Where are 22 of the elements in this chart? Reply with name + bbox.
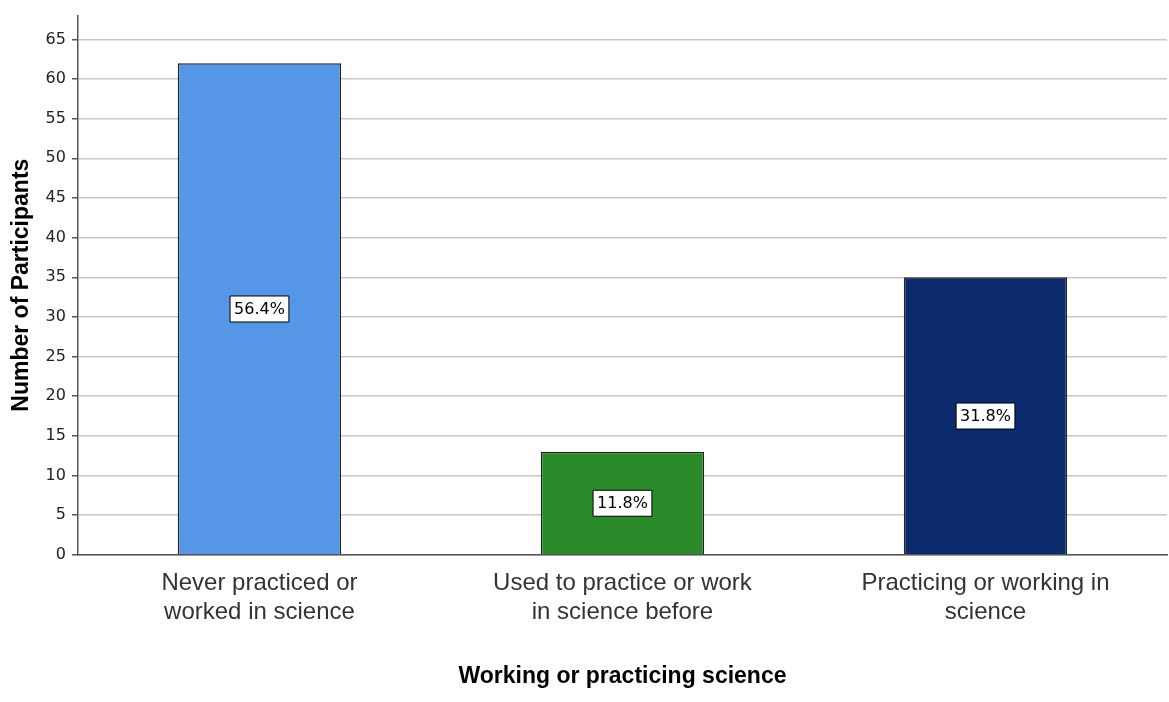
y-tick-label: 5 (55, 504, 66, 524)
annotation: 11.8% (597, 493, 648, 513)
x-axis-title: Working or practicing science (458, 661, 787, 688)
y-axis-title: Number of Participants (7, 158, 34, 412)
y-tick-label: 15 (45, 425, 66, 445)
y-tick-label: 55 (45, 107, 66, 127)
x-tick-label: Used to practice or work in science before (493, 567, 753, 624)
y-tick-label: 60 (45, 68, 66, 88)
annotation: 31.8% (960, 406, 1011, 426)
y-tick-label: 45 (45, 187, 66, 207)
y-tick-label: 10 (45, 464, 66, 484)
y-tick-label: 0 (55, 543, 66, 563)
y-tick-label: 25 (45, 345, 66, 365)
y-tick-label: 20 (45, 385, 66, 405)
y-tick-label: 50 (45, 147, 66, 167)
y-tick-label: 40 (45, 226, 66, 246)
y-tick-label: 65 (45, 28, 66, 48)
annotation: 56.4% (234, 299, 285, 319)
y-tick-label: 35 (45, 266, 66, 286)
y-tick-label: 30 (45, 306, 66, 326)
x-tick-label: Never practiced or worked in science (161, 567, 358, 624)
x-tick-label: Practicing or working in science (861, 567, 1110, 624)
